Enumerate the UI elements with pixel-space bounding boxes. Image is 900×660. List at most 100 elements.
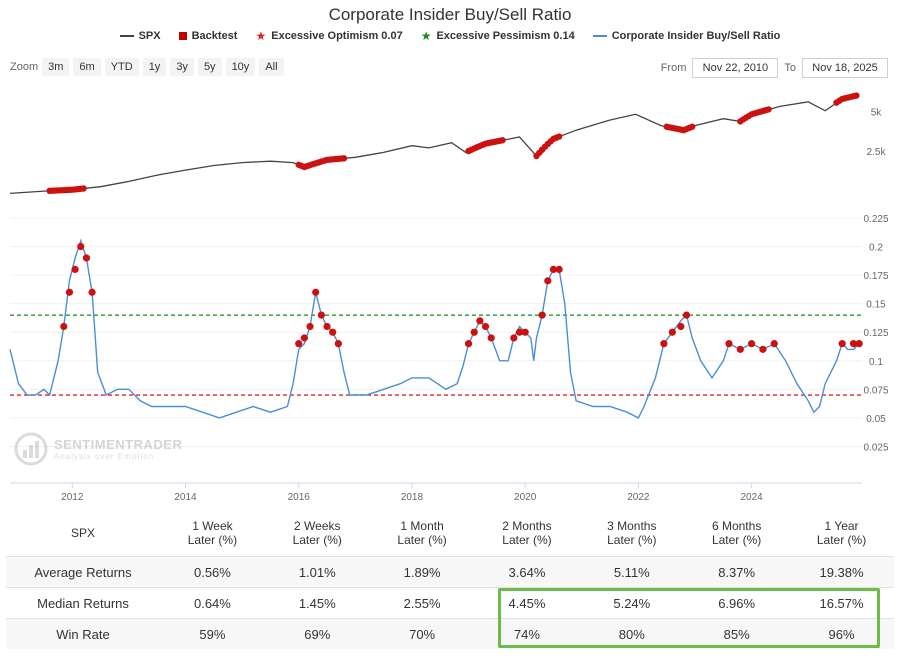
col-header-1y: 1 Year Later (%) <box>816 519 867 547</box>
ratio-backtest-point <box>544 277 552 285</box>
zoom-10y-button[interactable]: 10y <box>225 58 256 76</box>
zoom-5y-button[interactable]: 5y <box>197 58 222 76</box>
ratio-backtest-point <box>323 322 331 331</box>
zoom-6m-button[interactable]: 6m <box>73 58 101 76</box>
ratio-backtest-point <box>487 334 495 342</box>
ratio-backtest-point <box>770 340 778 348</box>
ratio-axis-tick-label: 0.075 <box>863 385 888 396</box>
table-cell: 59% <box>160 618 265 649</box>
ratio-axis-tick-label: 0.025 <box>863 442 888 453</box>
ratio-backtest-point <box>476 317 484 325</box>
ratio-backtest-point <box>849 340 858 348</box>
zoom-all-button[interactable]: All <box>259 58 284 76</box>
x-axis-tick-label: 2018 <box>401 492 424 500</box>
watermark-subtitle: Analysis over Emotion <box>54 452 155 461</box>
spx-backtest-point <box>853 92 860 99</box>
zoom-label: Zoom <box>10 61 39 73</box>
ratio-backtest-point <box>329 328 337 336</box>
spx-line <box>9 94 860 195</box>
watermark: SENTIMENTRADER Analysis over Emotion <box>14 432 182 466</box>
zoom-controls: Zoom 3m 6m YTD 1y 3y 5y 10y All <box>10 58 284 76</box>
spx-backtest-point <box>499 137 506 144</box>
table-cell: 1.89% <box>369 556 475 588</box>
legend-label-optimism: Excessive Optimism 0.07 <box>271 30 403 42</box>
watermark-title: SENTIMENTRADER <box>54 437 183 452</box>
legend-swatch-spx <box>119 35 134 37</box>
ratio-backtest-point <box>300 334 308 342</box>
ratio-axis-tick-label: 0.2 <box>869 243 883 254</box>
legend-label-backtest: Backtest <box>191 30 238 42</box>
spx-backtest-point <box>765 106 772 113</box>
legend-item-spx[interactable]: SPX <box>119 30 161 42</box>
table-row: Median Returns 0.64% 1.45% 2.55% 4.45% 5… <box>6 587 894 619</box>
table-cell: 16.57% <box>789 587 894 619</box>
legend-item-pessimism[interactable]: ★ Excessive Pessimism 0.14 <box>421 30 575 42</box>
col-header-1w: 1 Week Later (%) <box>187 519 238 547</box>
ratio-backtest-point <box>660 340 668 348</box>
table-cell: 5.24% <box>579 587 685 619</box>
spx-backtest-point <box>80 185 87 192</box>
ratio-line <box>9 238 860 419</box>
ratio-backtest-point <box>677 322 685 331</box>
range-from-input[interactable]: Nov 22, 2010 <box>692 58 779 78</box>
col-header-6m: 6 Months Later (%) <box>711 519 762 547</box>
col-header-3m: 3 Months Later (%) <box>607 519 657 547</box>
ratio-backtest-point <box>82 254 91 262</box>
ratio-axis-tick-label: 0.225 <box>863 214 888 225</box>
range-to-input[interactable]: Nov 18, 2025 <box>802 58 888 78</box>
ratio-backtest-point <box>748 340 756 348</box>
ratio-backtest-point <box>334 340 342 348</box>
spx-backtest-point <box>340 155 348 162</box>
zoom-3m-button[interactable]: 3m <box>42 58 70 76</box>
table-cell: 4.45% <box>474 587 580 619</box>
ratio-backtest-point <box>65 288 74 296</box>
ratio-backtest-point <box>521 328 529 336</box>
x-axis-tick-label: 2012 <box>61 492 84 500</box>
ratio-backtest-point <box>549 265 558 273</box>
zoom-3y-button[interactable]: 3y <box>170 58 194 76</box>
legend-label-ratio: Corporate Insider Buy/Sell Ratio <box>611 30 781 42</box>
ratio-backtest-point <box>295 340 303 348</box>
star-icon: ★ <box>255 29 267 43</box>
table-cell: 74% <box>474 618 580 649</box>
table-cell: 2.55% <box>369 587 475 619</box>
legend-item-optimism[interactable]: ★ Excessive Optimism 0.07 <box>255 30 402 42</box>
ratio-backtest-point <box>481 322 490 331</box>
table-cell: 0.56% <box>160 556 265 588</box>
range-from-label: From <box>660 62 687 74</box>
zoom-1y-button[interactable]: 1y <box>142 58 167 76</box>
ratio-backtest-point <box>538 311 546 319</box>
table-cell: 70% <box>369 618 475 649</box>
ratio-backtest-point <box>306 322 314 331</box>
legend-item-ratio[interactable]: Corporate Insider Buy/Sell Ratio <box>592 30 781 42</box>
spx-backtest-point <box>688 123 696 130</box>
table-cell: 96% <box>789 618 894 649</box>
table-cell: 80% <box>579 618 685 649</box>
ratio-backtest-point <box>838 340 846 348</box>
ratio-backtest-point <box>555 265 563 273</box>
x-axis-tick-label: 2022 <box>627 492 650 500</box>
x-axis-tick-label: 2014 <box>174 492 197 500</box>
col-header-2m: 2 Months Later (%) <box>502 519 552 547</box>
ratio-backtest-point <box>736 345 744 353</box>
chart-legend: SPX Backtest ★ Excessive Optimism 0.07 ★… <box>0 30 900 42</box>
spx-axis-tick-label: 2.5k <box>867 147 887 158</box>
table-cell: 5.11% <box>579 556 685 588</box>
ratio-backtest-point <box>759 345 767 353</box>
sentimentrader-logo-icon <box>14 432 48 466</box>
ratio-backtest-point <box>88 288 96 296</box>
spx-axis-tick-label: 5k <box>871 107 883 118</box>
date-range: From Nov 22, 2010 To Nov 18, 2025 <box>661 58 888 78</box>
ratio-backtest-point <box>510 334 518 342</box>
ratio-backtest-point <box>312 288 320 296</box>
star-icon: ★ <box>420 29 432 43</box>
legend-label-spx: SPX <box>138 30 161 42</box>
table-cell: 6.96% <box>684 587 790 619</box>
returns-table: SPX 1 Week Later (%) 2 Weeks Later (%) 1 M… <box>6 510 894 649</box>
legend-item-backtest[interactable]: Backtest <box>178 30 238 42</box>
zoom-ytd-button[interactable]: YTD <box>104 58 139 76</box>
table-cell: 3.64% <box>474 556 580 588</box>
x-axis-tick-label: 2016 <box>288 492 311 500</box>
ratio-axis-tick-label: 0.1 <box>869 357 883 368</box>
table-row: Win Rate 59% 69% 70% 74% 80% 85% 96% <box>6 618 894 649</box>
